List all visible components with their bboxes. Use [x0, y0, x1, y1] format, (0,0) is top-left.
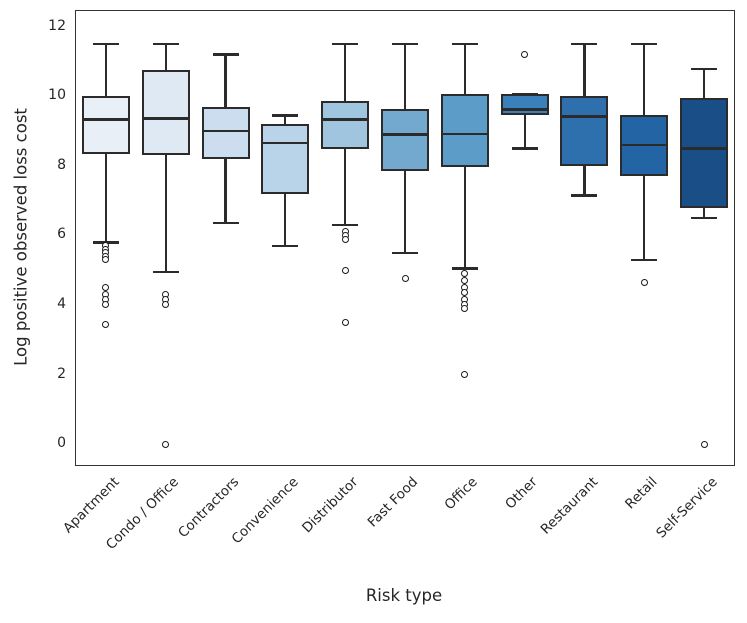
outlier-apartment-5 [102, 284, 110, 292]
outlier-office-3 [461, 289, 469, 297]
x-tick-label-restaurant: Restaurant [537, 474, 601, 538]
y-tick-label-0: 0 [57, 435, 66, 452]
x-tick-label-other: Other [502, 474, 541, 513]
upper-whisker-restaurant [583, 44, 586, 96]
outlier-distributor-4 [341, 318, 349, 326]
x-tick-label-retail: Retail [622, 474, 661, 513]
outlier-self-service-0 [700, 440, 708, 448]
outlier-office-1 [461, 277, 469, 285]
outlier-fast-food-0 [401, 275, 409, 283]
upper-whisker-fast-food [403, 44, 407, 110]
outlier-office-0 [461, 270, 469, 278]
y-tick-label-2: 2 [57, 365, 66, 382]
outlier-office-7 [461, 371, 469, 379]
outlier-condo-office-3 [162, 440, 170, 448]
lower-whisker-condo-office [164, 155, 167, 272]
box-self-service [680, 97, 729, 208]
x-tick-label-fast-food: Fast Food [364, 474, 422, 531]
x-tick-label-office: Office [441, 474, 482, 514]
upper-cap-convenience [272, 114, 299, 117]
box-apartment [81, 95, 130, 155]
lower-whisker-contractors [224, 158, 227, 224]
y-tick-label-10: 10 [48, 87, 66, 104]
lower-cap-retail [631, 258, 658, 261]
lower-cap-contractors [212, 222, 239, 225]
lower-cap-condo-office [152, 270, 179, 274]
box-other [500, 94, 549, 116]
x-tick-label-apartment: Apartment [59, 474, 123, 537]
outlier-distributor-2 [341, 236, 349, 244]
upper-whisker-office [463, 44, 466, 95]
box-condo-office [141, 70, 190, 156]
median-fast-food [381, 133, 429, 136]
median-self-service [680, 147, 729, 150]
lower-whisker-office [463, 166, 466, 269]
upper-cap-apartment [92, 42, 119, 46]
outlier-distributor-3 [341, 266, 349, 274]
y-tick-label-6: 6 [57, 226, 66, 243]
upper-cap-self-service [691, 67, 718, 71]
box-office [440, 94, 489, 167]
lower-cap-distributor [332, 223, 359, 227]
outlier-condo-office-2 [162, 301, 170, 309]
upper-whisker-distributor [344, 44, 347, 102]
box-fast-food [381, 109, 429, 172]
median-condo-office [141, 117, 190, 120]
lower-whisker-self-service [702, 207, 706, 218]
x-tick-label-distributor: Distributor [299, 474, 362, 537]
upper-whisker-retail [643, 44, 646, 115]
outlier-apartment-9 [102, 320, 110, 328]
box-restaurant [560, 95, 609, 166]
y-tick-label-4: 4 [57, 295, 66, 312]
lower-whisker-distributor [344, 149, 347, 225]
upper-cap-other [511, 93, 538, 96]
upper-whisker-self-service [702, 69, 706, 98]
median-office [440, 132, 489, 136]
lower-cap-restaurant [571, 194, 598, 197]
lower-cap-office [451, 267, 478, 270]
y-tick-label-12: 12 [48, 17, 66, 34]
upper-whisker-convenience [284, 115, 287, 125]
y-tick-label-8: 8 [57, 156, 66, 173]
lower-cap-fast-food [392, 251, 418, 254]
upper-cap-fast-food [392, 42, 418, 46]
outlier-retail-0 [640, 278, 648, 286]
upper-whisker-contractors [224, 54, 227, 108]
box-convenience [261, 124, 310, 194]
lower-cap-other [511, 147, 538, 150]
median-convenience [261, 141, 310, 145]
lower-whisker-apartment [104, 154, 107, 243]
outlier-office-6 [461, 304, 469, 312]
median-retail [620, 143, 669, 147]
median-distributor [321, 118, 370, 121]
lower-whisker-restaurant [583, 165, 586, 196]
lower-whisker-other [523, 115, 526, 149]
median-apartment [81, 118, 130, 121]
box-contractors [201, 107, 250, 159]
x-axis-label: Risk type [365, 586, 443, 605]
upper-whisker-apartment [104, 44, 107, 96]
outlier-apartment-8 [102, 301, 110, 309]
median-other [500, 108, 549, 111]
lower-whisker-convenience [284, 193, 287, 246]
lower-whisker-fast-food [403, 171, 407, 253]
upper-whisker-condo-office [164, 44, 167, 71]
upper-cap-office [451, 42, 478, 46]
lower-cap-convenience [272, 244, 299, 248]
lower-whisker-retail [643, 175, 646, 260]
plot-area [75, 10, 735, 466]
x-tick-label-self-service: Self-Service [652, 474, 721, 542]
outlier-other-0 [521, 50, 529, 58]
box-distributor [321, 101, 370, 150]
upper-cap-distributor [332, 42, 359, 46]
upper-cap-restaurant [571, 42, 598, 46]
upper-cap-condo-office [152, 42, 179, 46]
upper-cap-retail [631, 42, 658, 46]
upper-cap-contractors [212, 53, 239, 56]
median-restaurant [560, 115, 609, 118]
outlier-apartment-4 [102, 256, 110, 264]
median-contractors [201, 129, 250, 133]
lower-cap-self-service [691, 216, 718, 220]
